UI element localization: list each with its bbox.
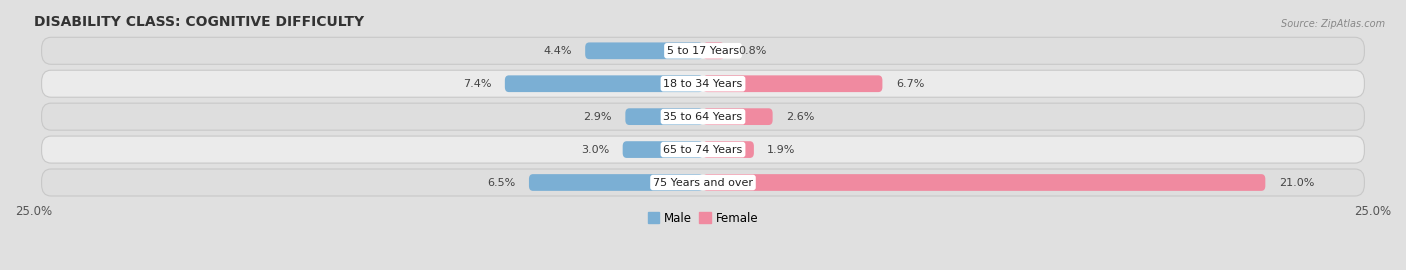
FancyBboxPatch shape [505, 75, 703, 92]
Text: 1.9%: 1.9% [768, 144, 796, 155]
Text: DISABILITY CLASS: COGNITIVE DIFFICULTY: DISABILITY CLASS: COGNITIVE DIFFICULTY [34, 15, 364, 29]
Text: 35 to 64 Years: 35 to 64 Years [664, 112, 742, 122]
FancyBboxPatch shape [703, 42, 724, 59]
Text: 6.5%: 6.5% [488, 177, 516, 187]
Text: 21.0%: 21.0% [1278, 177, 1315, 187]
Text: Source: ZipAtlas.com: Source: ZipAtlas.com [1281, 19, 1385, 29]
Text: 2.6%: 2.6% [786, 112, 814, 122]
FancyBboxPatch shape [626, 108, 703, 125]
Legend: Male, Female: Male, Female [643, 207, 763, 229]
Text: 7.4%: 7.4% [463, 79, 492, 89]
FancyBboxPatch shape [529, 174, 703, 191]
Text: 3.0%: 3.0% [581, 144, 609, 155]
FancyBboxPatch shape [42, 103, 1364, 130]
Text: 65 to 74 Years: 65 to 74 Years [664, 144, 742, 155]
Text: 2.9%: 2.9% [583, 112, 612, 122]
Text: 18 to 34 Years: 18 to 34 Years [664, 79, 742, 89]
FancyBboxPatch shape [585, 42, 703, 59]
FancyBboxPatch shape [42, 136, 1364, 163]
Text: 75 Years and over: 75 Years and over [652, 177, 754, 187]
Text: 6.7%: 6.7% [896, 79, 924, 89]
Text: 0.8%: 0.8% [738, 46, 766, 56]
FancyBboxPatch shape [42, 70, 1364, 97]
FancyBboxPatch shape [703, 174, 1265, 191]
FancyBboxPatch shape [42, 169, 1364, 196]
FancyBboxPatch shape [703, 141, 754, 158]
FancyBboxPatch shape [623, 141, 703, 158]
Text: 5 to 17 Years: 5 to 17 Years [666, 46, 740, 56]
FancyBboxPatch shape [703, 75, 883, 92]
FancyBboxPatch shape [42, 37, 1364, 64]
Text: 4.4%: 4.4% [543, 46, 572, 56]
FancyBboxPatch shape [703, 108, 773, 125]
